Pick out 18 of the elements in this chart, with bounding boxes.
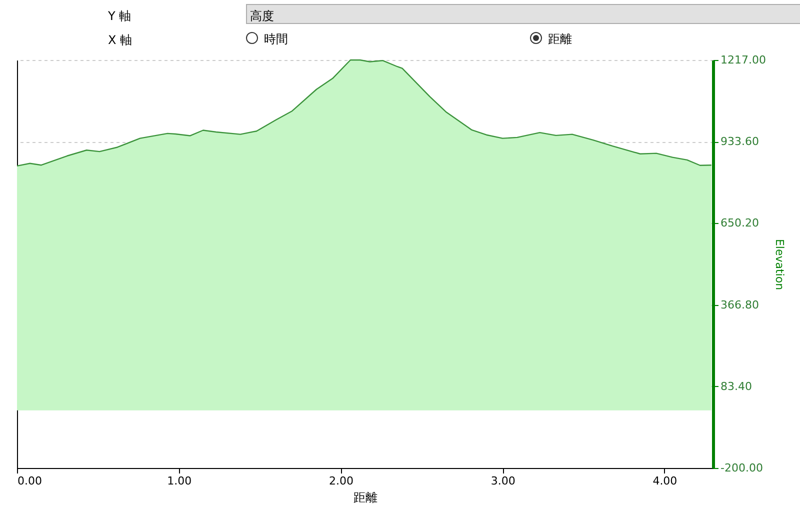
x-tick-label: 2.00: [328, 474, 354, 488]
text: Y 軸: [108, 8, 132, 25]
text: 距離: [548, 31, 572, 48]
text: 時間: [264, 31, 288, 48]
x-tick-label: 3.00: [490, 474, 516, 488]
x-tick-label: 1.00: [167, 474, 192, 488]
x-axis-title: 距離: [354, 490, 378, 504]
text: 高度: [250, 8, 274, 25]
y-tick-label: 933.60: [720, 135, 759, 148]
x-tick-label: 0.00: [18, 474, 42, 488]
y-axis-title: Elevation: [772, 238, 786, 290]
y-tick-label: 650.20: [720, 216, 759, 230]
text: X 軸: [108, 32, 132, 49]
y-tick-label: 366.80: [720, 298, 759, 312]
y-tick-label: 83.40: [720, 380, 752, 393]
y-tick-label: 1217.00: [720, 54, 766, 66]
y-tick-label: -200.00: [720, 462, 763, 474]
x-tick-label: 4.00: [652, 474, 678, 488]
